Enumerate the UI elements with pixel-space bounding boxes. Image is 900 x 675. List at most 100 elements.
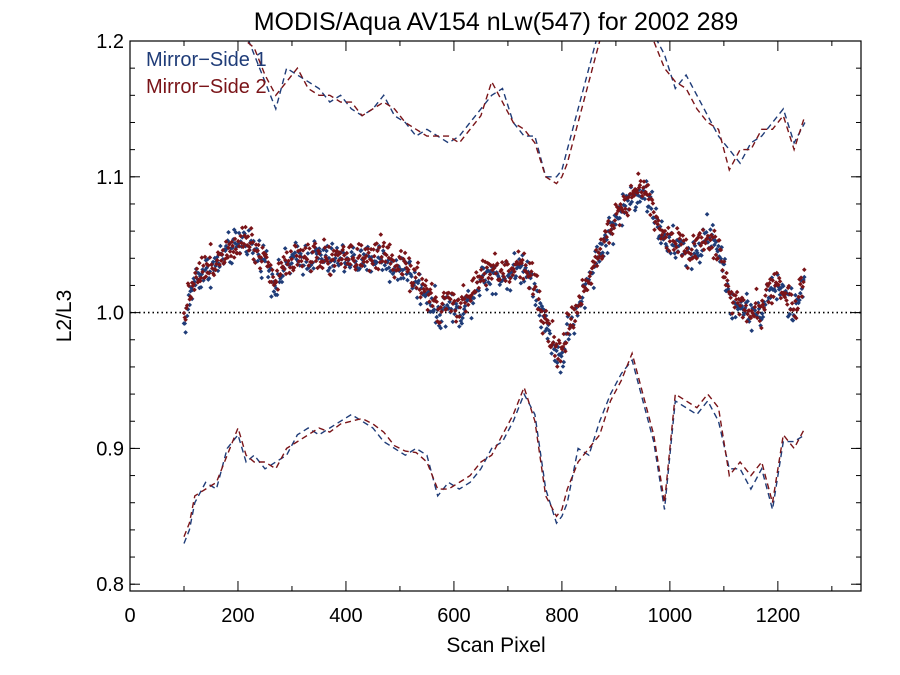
series-2-point	[295, 262, 300, 268]
series-2-point	[386, 255, 392, 261]
series-2-point	[487, 261, 492, 267]
series-2-point	[378, 232, 384, 237]
series-1-point	[240, 235, 245, 240]
series-2-point	[372, 253, 377, 259]
series-1-point	[662, 232, 668, 237]
series-2-point	[728, 295, 733, 300]
series-1-point	[409, 274, 414, 279]
series-2-point	[763, 293, 768, 298]
series-1-point	[265, 274, 271, 280]
series-2-point	[363, 253, 369, 259]
series-2-point	[241, 241, 247, 247]
series-2-point	[219, 252, 225, 257]
series-2-point	[503, 278, 508, 284]
series-1-point	[183, 330, 188, 335]
series-1-point	[294, 257, 299, 262]
series-1-point	[583, 281, 588, 287]
series-2-point	[199, 255, 205, 260]
series-2-point	[324, 257, 329, 262]
series-1-point	[572, 331, 577, 336]
series-2-point	[640, 193, 645, 199]
series-2-point	[330, 257, 336, 262]
series-1-point	[487, 281, 493, 287]
series-2-point	[505, 261, 511, 267]
series-2-point	[663, 235, 669, 240]
y-axis-title: L2/L3	[53, 290, 76, 343]
series-2-point	[479, 275, 485, 280]
series-2-point	[376, 266, 381, 272]
series-1-point	[434, 314, 439, 320]
series-2-point	[403, 261, 409, 266]
series-2-point	[782, 294, 788, 300]
series-2-point	[469, 292, 474, 298]
series-1-point	[513, 274, 519, 279]
series-2-point	[545, 318, 550, 323]
series-2-point	[353, 267, 358, 272]
series-2-point	[329, 252, 335, 257]
series-2-point	[338, 250, 343, 256]
series-1-point	[351, 252, 357, 258]
series-1-point	[488, 268, 494, 274]
series-2-point	[335, 252, 341, 258]
series-1-point	[357, 266, 362, 271]
series-2-point	[345, 261, 350, 266]
series-2-point	[771, 294, 776, 300]
series-2-point	[655, 222, 660, 227]
series-2-point	[751, 314, 757, 319]
series-2-point	[560, 344, 566, 350]
series-2-point	[793, 315, 799, 321]
series-2-point	[550, 318, 555, 324]
series-2-point	[529, 260, 535, 266]
series-2-point	[762, 307, 767, 312]
series-2-point	[450, 301, 456, 306]
series-1-point	[481, 266, 486, 271]
series-2-point	[737, 312, 742, 317]
series-1-point	[644, 209, 650, 214]
series-2-point	[759, 325, 764, 331]
series-1-point	[677, 239, 682, 245]
series-1-point	[544, 326, 550, 331]
series-2-point	[367, 268, 372, 274]
series-2-point	[523, 262, 528, 268]
series-2-point	[425, 307, 430, 313]
series-1-point	[559, 354, 564, 359]
series-2-point	[793, 298, 798, 304]
series-2-point	[354, 262, 359, 268]
series-2-point	[191, 281, 196, 287]
series-2-point	[504, 258, 509, 264]
series-1-point	[564, 321, 570, 327]
series-2-point	[390, 267, 396, 273]
series-1-point	[218, 243, 223, 249]
series-2-point	[350, 255, 356, 261]
series-2-point	[235, 238, 241, 244]
series-2-point	[309, 259, 315, 265]
series-2-point	[575, 310, 580, 316]
series-2-point	[677, 236, 682, 241]
series-1-point	[450, 319, 456, 325]
series-2-point	[244, 243, 250, 248]
series-1-point	[538, 325, 544, 330]
series-2-point	[759, 298, 765, 303]
series-2-point	[359, 263, 365, 269]
series-2-point	[587, 274, 592, 279]
series-1-point	[398, 276, 404, 281]
series-2-point	[314, 255, 320, 260]
series-1-point	[506, 274, 511, 280]
series-2-point	[461, 296, 467, 302]
series-2-point	[412, 267, 418, 273]
series-2-point	[440, 294, 446, 300]
series-1-point	[390, 271, 396, 277]
series-2-point	[346, 244, 352, 250]
series-2-point	[592, 260, 597, 265]
series-1-point	[359, 248, 364, 253]
series-2-point	[614, 211, 619, 217]
series-1-point	[745, 299, 750, 304]
series-2-point	[331, 248, 337, 254]
series-1-point	[198, 285, 204, 290]
series-1-point	[733, 314, 738, 320]
series-2-point	[247, 244, 252, 250]
series-1-point	[561, 359, 567, 365]
x-axis-title: Scan Pixel	[446, 634, 545, 657]
series-2-point	[422, 289, 427, 294]
series-1-point	[332, 258, 337, 264]
